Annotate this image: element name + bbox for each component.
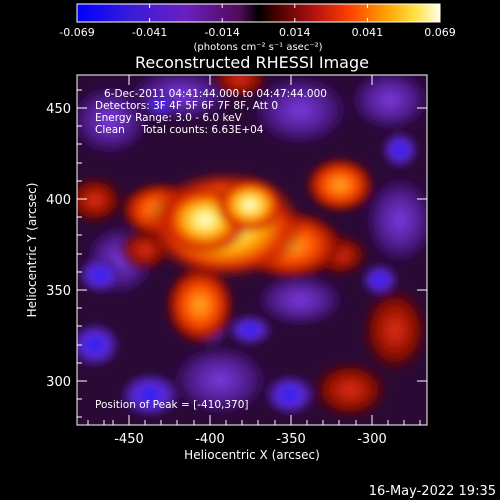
- plot-frame: [76, 74, 428, 426]
- x-tick-label: -350: [276, 432, 306, 447]
- colorbar-tick-label: 0.069: [424, 26, 456, 39]
- colorbar: -0.069 -0.041 -0.014 0.014 0.041 0.069 (…: [59, 3, 456, 53]
- colorbar-tick-label: -0.041: [132, 26, 167, 39]
- colorbar-tick-label: -0.014: [204, 26, 239, 39]
- x-tick-label: -450: [114, 432, 144, 447]
- y-tick-label: 400: [46, 193, 71, 208]
- colorbar-tick-label: 0.041: [352, 26, 384, 39]
- x-axis-label: Heliocentric X (arcsec): [184, 448, 320, 462]
- time-range-annotation: 6-Dec-2011 04:41:44.000 to 04:47:44.000: [104, 88, 327, 100]
- y-tick-label: 300: [46, 375, 71, 390]
- y-tick-label: 350: [46, 284, 71, 299]
- y-axis-label: Heliocentric Y (arcsec): [25, 183, 39, 318]
- colorbar-gradient: [76, 3, 441, 23]
- plot-title: Reconstructed RHESSI Image: [135, 53, 369, 72]
- colorbar-tick-label: 0.014: [279, 26, 311, 39]
- y-axis: [77, 89, 427, 418]
- x-tick-label: -400: [195, 432, 225, 447]
- algorithm-counts-annotation: Clean Total counts: 6.63E+04: [95, 124, 264, 136]
- energy-range-annotation: Energy Range: 3.0 - 6.0 keV: [95, 112, 243, 124]
- y-tick-label: 450: [46, 102, 71, 117]
- detectors-annotation: Detectors: 3F 4F 5F 6F 7F 8F, Att 0: [95, 100, 278, 112]
- peak-position-annotation: Position of Peak = [-410,370]: [95, 399, 249, 411]
- colorbar-ticks: [76, 4, 441, 22]
- colorbar-unit-label: (photons cm⁻² s⁻¹ asec⁻²): [193, 42, 322, 53]
- x-tick-label: -300: [357, 432, 387, 447]
- x-axis: [87, 75, 421, 425]
- rhessi-image: 6-Dec-2011 04:41:44.000 to 04:47:44.000 …: [77, 75, 427, 425]
- timestamp: 16-May-2022 19:35: [369, 484, 496, 499]
- colorbar-tick-label: -0.069: [59, 26, 94, 39]
